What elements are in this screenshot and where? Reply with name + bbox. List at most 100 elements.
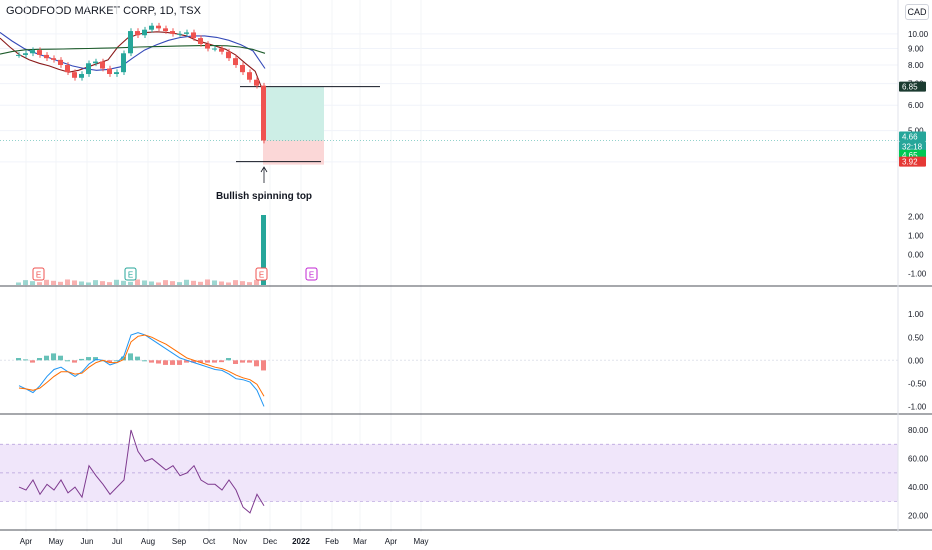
- rsi-tick-label: 40.00: [908, 483, 929, 492]
- candle-body: [163, 28, 168, 32]
- time-tick-label: Feb: [325, 537, 339, 546]
- candle-body: [142, 29, 147, 36]
- time-tick-label: Jul: [112, 537, 122, 546]
- currency-badge[interactable]: CAD: [905, 4, 929, 20]
- volume-bar: [135, 279, 140, 285]
- volume-bar: [79, 281, 84, 285]
- macd-histogram-bar: [247, 360, 252, 363]
- macd-histogram-bar: [226, 358, 231, 361]
- volume-bar: [205, 279, 210, 285]
- candle-body: [261, 85, 266, 141]
- candle-body: [226, 51, 231, 59]
- volume-bar: [65, 279, 70, 285]
- time-tick-label: Apr: [20, 537, 33, 546]
- macd-histogram-bar: [65, 360, 70, 362]
- macd-histogram-bar: [121, 356, 126, 361]
- rsi-tick-label: 80.00: [908, 426, 929, 435]
- macd-histogram-bar: [37, 358, 42, 361]
- macd-histogram-bar: [107, 360, 112, 363]
- volume-bar: [247, 282, 252, 285]
- chart-title: GOODFOOD MARKET CORP, 1D, TSX: [6, 5, 201, 17]
- price-label-bg: [899, 141, 926, 152]
- macd-histogram-bar: [198, 360, 203, 363]
- trade-zones: [0, 86, 898, 502]
- macd-tick-label: 1.00: [908, 310, 924, 319]
- candle-body: [177, 33, 182, 35]
- earnings-marker-label: E: [128, 271, 133, 280]
- candle-body: [170, 31, 175, 34]
- volume-bar: [191, 280, 196, 285]
- osc-tick-label: 0.00: [908, 250, 924, 259]
- signal-line: [18, 334, 265, 397]
- candle-body: [51, 58, 56, 60]
- annotation-arrow-head: [260, 166, 268, 173]
- candle-body: [65, 65, 70, 73]
- time-tick-label: Dec: [263, 537, 277, 546]
- time-tick-label: Mar: [353, 537, 367, 546]
- price-tick-label: 5.00: [908, 127, 924, 136]
- volume-bar: [163, 280, 168, 285]
- price-tick-label: 8.00: [908, 61, 924, 70]
- macd-histogram-bar: [156, 360, 161, 364]
- candle-body: [44, 54, 49, 59]
- candle-body: [79, 74, 84, 78]
- grid-lines: [0, 0, 898, 532]
- volume-bar: [198, 281, 203, 285]
- osc-tick-label: -1.00: [908, 269, 927, 278]
- candle-body: [58, 59, 63, 66]
- candlesticks: [16, 22, 266, 144]
- candle-body: [184, 32, 189, 34]
- candle-body: [16, 54, 21, 56]
- axis-labels: 10.009.008.007.006.005.004.00AprMayJunJu…: [20, 30, 929, 546]
- macd-histogram-bar: [114, 360, 119, 362]
- time-tick-label: Jun: [81, 537, 94, 546]
- candle-body: [135, 31, 140, 36]
- volume-bar: [44, 279, 49, 285]
- macd-histogram-bar: [184, 360, 189, 363]
- macd-histogram-bar: [261, 360, 266, 371]
- price-label: 4.65: [902, 151, 918, 160]
- candle-body: [100, 61, 105, 69]
- macd-histogram-bar: [254, 360, 259, 367]
- volume-bar: [261, 215, 266, 285]
- time-tick-label: May: [413, 537, 428, 546]
- candle-body: [156, 25, 161, 29]
- volume-bar: [93, 280, 98, 285]
- target-zone: [263, 86, 324, 141]
- macd-histogram-bar: [191, 360, 196, 363]
- earnings-marker-label: E: [36, 271, 41, 280]
- rsi-tick-label: 60.00: [908, 455, 929, 464]
- osc-tick-label: 1.00: [908, 231, 924, 240]
- volume-bar: [254, 279, 259, 285]
- candle-body: [149, 25, 154, 30]
- macd-histogram-bar: [79, 358, 84, 361]
- candle-body: [233, 58, 238, 66]
- earnings-marker-label: E: [309, 271, 314, 280]
- candle-body: [240, 65, 245, 73]
- price-label-bg: [899, 156, 926, 167]
- volume-bar: [184, 279, 189, 285]
- price-label: 3.92: [902, 158, 918, 167]
- earnings-marker: [305, 267, 318, 281]
- volume-bar: [177, 282, 182, 285]
- candle-body: [72, 72, 77, 78]
- macd-histogram-bar: [233, 360, 238, 364]
- volume-bar: [107, 282, 112, 285]
- macd-histogram-bar: [30, 360, 35, 363]
- candle-body: [121, 53, 126, 73]
- volume-bar: [58, 281, 63, 285]
- price-label: 4.66: [902, 132, 918, 141]
- price-label-bg: [899, 131, 926, 142]
- macd-histogram-bar: [240, 360, 245, 363]
- volume-bar: [219, 281, 224, 285]
- time-tick-label: Nov: [233, 537, 247, 546]
- macd-histogram-bar: [205, 360, 210, 363]
- annotation-label: Bullish spinning top: [216, 191, 312, 202]
- macd-histogram-bar: [170, 360, 175, 365]
- osc-tick-label: 2.00: [908, 212, 924, 221]
- volume-bar: [226, 282, 231, 285]
- volume-bar: [86, 282, 91, 285]
- price-label: 6.85: [902, 83, 918, 92]
